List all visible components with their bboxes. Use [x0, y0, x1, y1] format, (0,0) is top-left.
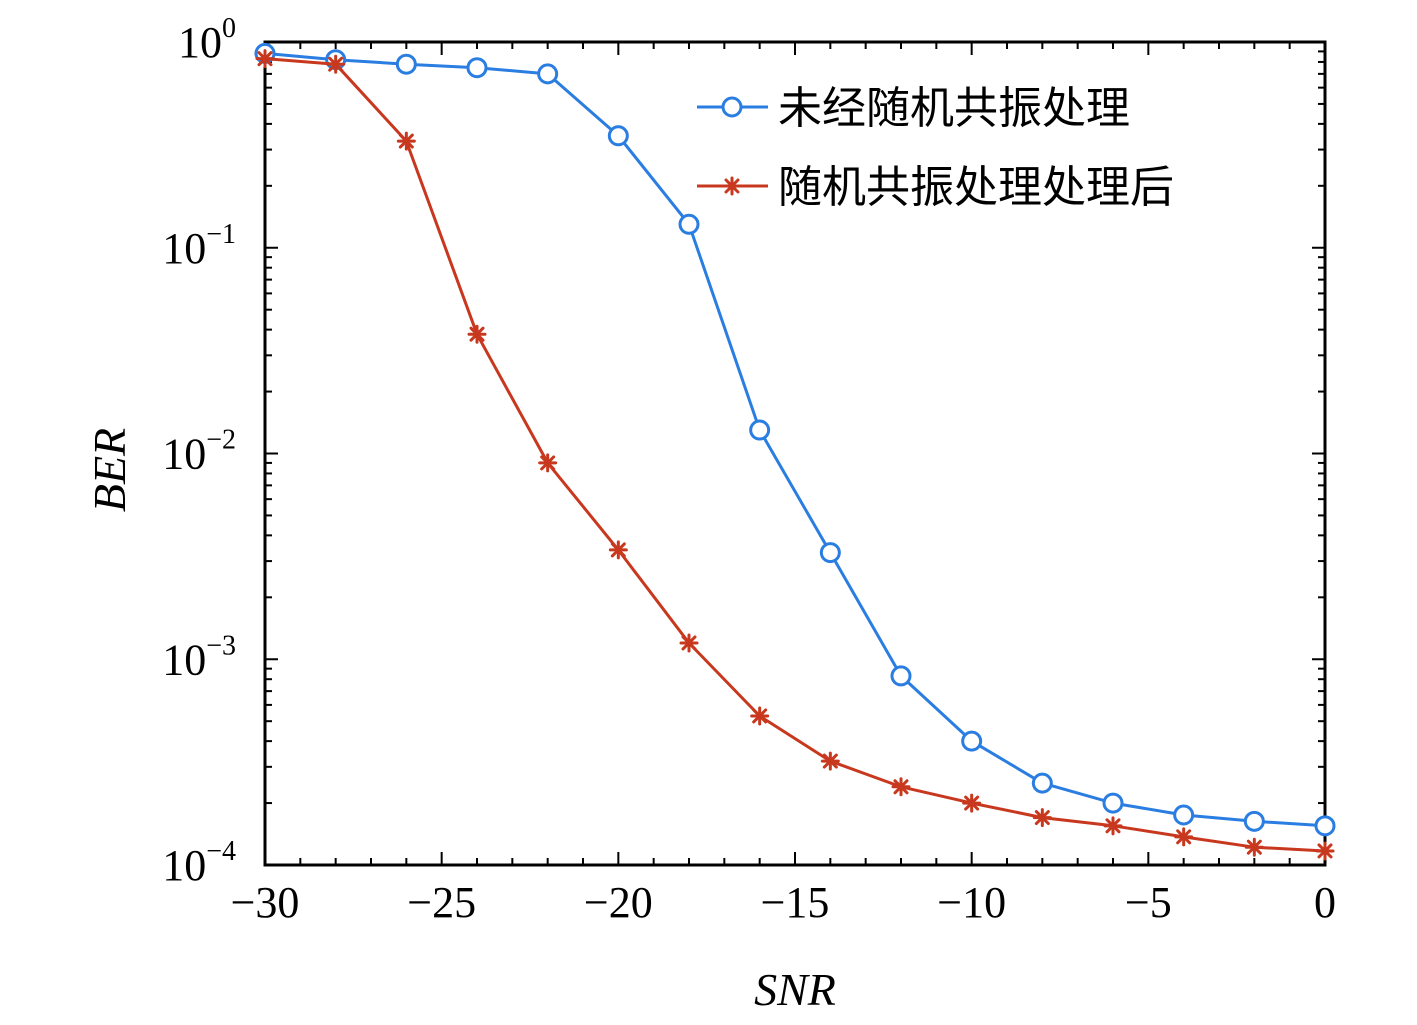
data-point [891, 777, 911, 797]
data-point [326, 54, 346, 74]
data-point [255, 49, 275, 69]
series-1 [254, 42, 1336, 837]
data-point [538, 453, 558, 473]
y-axis-title: BER [84, 428, 135, 512]
legend-label: 随机共振处理处理后 [778, 162, 1174, 213]
data-point [679, 633, 699, 653]
legend-item-2: 随机共振处理处理后 [697, 162, 1174, 213]
data-point [1244, 837, 1264, 857]
y-tick-label: 10−2 [162, 425, 236, 479]
data-point [961, 730, 983, 752]
legend-item-1: 未经随机共振处理 [697, 83, 1130, 134]
data-point [1032, 808, 1052, 828]
data-point [1031, 772, 1053, 794]
data-point [1174, 827, 1194, 847]
legend-marker [721, 96, 743, 118]
y-tick-label: 100 [178, 13, 236, 67]
data-point [750, 706, 770, 726]
legend-marker [722, 176, 742, 196]
data-point [820, 751, 840, 771]
x-tick-label: −20 [584, 878, 653, 927]
x-tick-label: −25 [407, 878, 476, 927]
x-tick-label: −5 [1125, 878, 1172, 927]
legend-label: 未经随机共振处理 [778, 83, 1130, 134]
data-point [1243, 810, 1265, 832]
y-tick-label: 10−3 [162, 630, 236, 684]
data-point [1314, 815, 1336, 837]
x-tick-label: −10 [937, 878, 1006, 927]
y-tick-label: 10−1 [162, 219, 236, 273]
data-point [819, 542, 841, 564]
data-point [962, 793, 982, 813]
data-point [678, 213, 700, 235]
data-point [890, 665, 912, 687]
series-2 [255, 49, 1335, 861]
x-tick-label: 0 [1314, 878, 1336, 927]
data-point [749, 419, 771, 441]
series-line [264, 57, 1326, 853]
y-tick-label: 10−4 [162, 836, 236, 890]
data-point [607, 125, 629, 147]
data-point [396, 131, 416, 151]
data-point [537, 63, 559, 85]
data-point [1315, 841, 1335, 861]
series-line [264, 51, 1326, 828]
data-point [608, 540, 628, 560]
data-point [467, 324, 487, 344]
x-tick-label: −15 [761, 878, 830, 927]
y-axis: 100 10−1 10−2 10−3 10−4 [162, 13, 1325, 890]
x-axis: −30 −25 −20 −15 −10 −5 0 [231, 42, 1336, 927]
series-layer [254, 42, 1336, 861]
x-axis-title: SNR [754, 964, 836, 1015]
data-point [1102, 792, 1124, 814]
data-point [395, 53, 417, 75]
data-point [1173, 804, 1195, 826]
x-tick-label: −30 [231, 878, 300, 927]
data-point [466, 57, 488, 79]
data-point [1103, 816, 1123, 836]
